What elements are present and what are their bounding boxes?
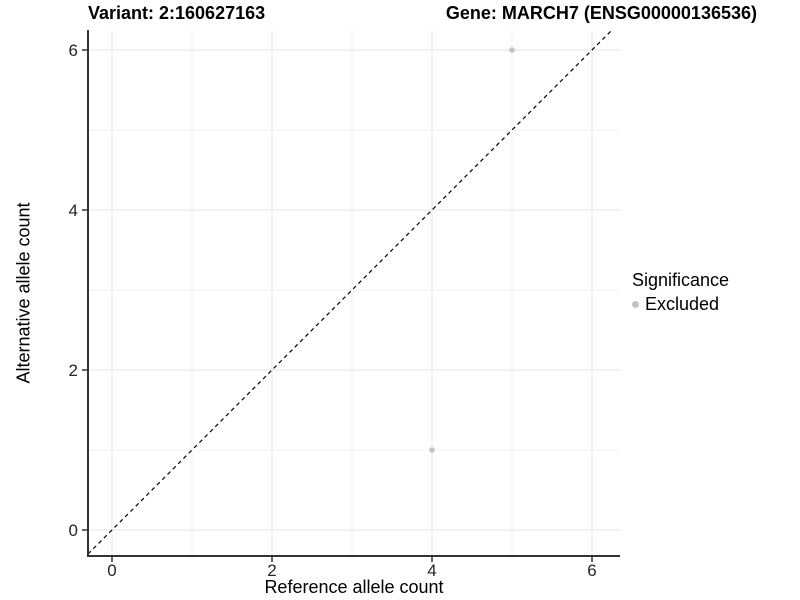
- x-tick-label: 0: [107, 561, 116, 580]
- data-point: [509, 47, 515, 53]
- legend-title: Significance: [632, 270, 730, 290]
- data-point: [429, 447, 435, 453]
- y-tick-label: 4: [69, 201, 78, 220]
- y-tick-label: 0: [69, 521, 78, 540]
- identity-line: [87, 29, 613, 555]
- x-axis-title: Reference allele count: [264, 577, 444, 597]
- legend-entry-excluded: Excluded: [632, 294, 729, 315]
- x-tick-label: 4: [427, 561, 436, 580]
- plot-title-gene: Gene: MARCH7 (ENSG00000136536): [445, 3, 757, 23]
- plot-title-variant: Variant: 2:160627163: [88, 3, 266, 23]
- legend-key-dot: [632, 301, 639, 308]
- legend-entry-label: Excluded: [645, 294, 720, 314]
- y-axis-title: Alternative allele count: [13, 202, 34, 384]
- legend: Significance Excluded: [632, 270, 729, 315]
- y-tick-label: 6: [69, 41, 78, 60]
- x-tick-label: 6: [587, 561, 596, 580]
- y-tick-label: 2: [69, 361, 78, 380]
- x-tick-label: 2: [267, 561, 276, 580]
